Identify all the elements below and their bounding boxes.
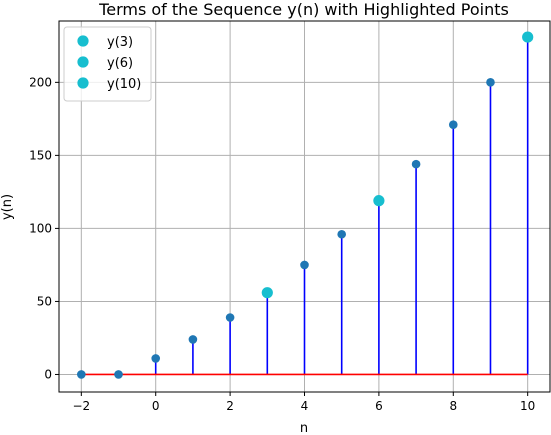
y-tick-label: 50 [37,294,52,308]
data-point [151,354,161,363]
x-tick-label: 4 [301,399,309,413]
y-tick-label: 200 [29,75,52,89]
data-point [300,260,309,270]
data-point [411,159,421,169]
data-point [337,229,346,239]
legend-marker [77,56,89,68]
data-point [188,335,198,344]
stems [154,37,529,375]
legend-marker [77,35,89,47]
x-tick-label: 0 [152,399,160,413]
highlight-point [261,287,273,299]
x-tick-label: 10 [520,399,535,413]
highlight-point [373,195,385,207]
chart-title: Terms of the Sequence y(n) with Highligh… [98,0,509,19]
y-tick-label: 0 [44,367,52,381]
y-axis-label: y(n) [0,194,15,220]
x-tick-label: 6 [375,399,383,413]
data-point [448,120,458,130]
x-axis-label: n [300,421,308,435]
highlight-point [522,31,534,43]
y-axis-ticks: 0 50 100 150 200 [29,75,59,381]
legend-label: y(6) [107,56,133,71]
x-tick-label: 8 [449,399,457,413]
data-point [114,370,123,379]
data-point [77,370,86,379]
x-axis-ticks: −2 0 2 4 6 8 10 [72,392,535,413]
legend-marker [77,77,89,89]
legend: y(3) y(6) y(10) [63,26,152,102]
x-tick-label: −2 [72,399,90,413]
x-tick-label: 2 [226,399,234,413]
y-tick-label: 150 [29,148,52,162]
legend-label: y(3) [107,35,133,50]
highlight-markers [261,31,534,299]
legend-label: y(10) [107,77,141,92]
y-tick-label: 100 [29,221,52,235]
data-point [486,78,495,87]
data-point [225,313,235,322]
